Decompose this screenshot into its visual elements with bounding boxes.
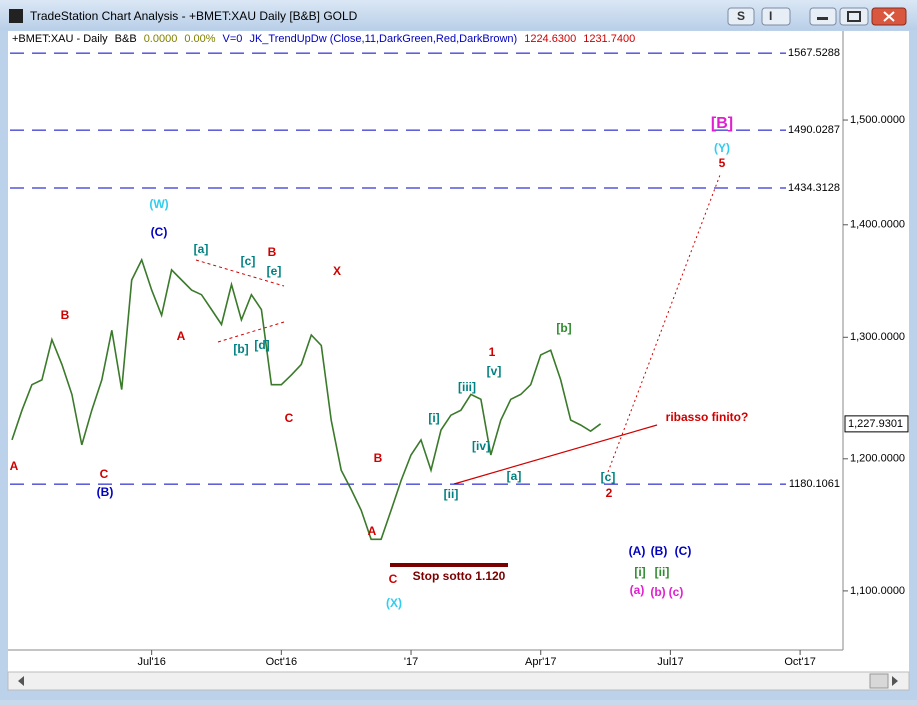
wave-label: [b]: [233, 342, 248, 356]
x-tick-label: Jul17: [657, 656, 683, 668]
wave-label: X: [333, 264, 341, 278]
app-icon: [9, 9, 23, 23]
wave-label: (Y): [714, 141, 730, 155]
level-label-bg: [786, 46, 842, 60]
y-tick-label: 1,300.0000: [850, 331, 905, 343]
header-item: JK_TrendUpDw (Close,11,DarkGreen,Red,Dar…: [249, 33, 517, 45]
wave-label: [v]: [487, 364, 502, 378]
level-label-bg: [786, 123, 842, 137]
level-label: 1434.3128: [788, 182, 840, 194]
wave-label: 2: [606, 486, 613, 500]
wave-label: [a]: [194, 242, 209, 256]
last-price-label: 1,227.9301: [848, 418, 903, 430]
wave-label: ribasso finito?: [666, 410, 749, 424]
wave-label: 5: [719, 156, 726, 170]
wave-label: [c]: [241, 254, 256, 268]
wave-label: [i]: [428, 411, 439, 425]
drawings: [195, 174, 721, 567]
wave-label: 1: [489, 345, 496, 359]
window-title: TradeStation Chart Analysis - +BMET:XAU …: [30, 9, 358, 23]
scroll-thumb[interactable]: [869, 673, 889, 689]
minimize-button[interactable]: [809, 7, 837, 26]
wave-label: [B]: [711, 115, 733, 132]
maximize-button[interactable]: [839, 7, 869, 26]
wave-label: (c): [669, 585, 684, 599]
level-label: 1490.0287: [788, 124, 840, 136]
wave-label: [e]: [267, 264, 282, 278]
wave-label: [b]: [556, 321, 571, 335]
x-tick-label: Oct'17: [784, 656, 815, 668]
wave-label: C: [389, 572, 398, 586]
wave-label: (b): [650, 585, 665, 599]
wave-label: (C): [151, 225, 168, 239]
wave-label: B: [268, 245, 277, 259]
wave-label: (X): [386, 596, 402, 610]
level-label-bg: [786, 181, 842, 195]
y-tick-label: 1,500.0000: [850, 114, 905, 126]
level-label: 1567.5288: [788, 47, 840, 59]
wave-label: [d]: [254, 338, 269, 352]
wave-label: Stop sotto 1.120: [413, 569, 506, 583]
wave-label: A: [177, 329, 186, 343]
wave-label: [ii]: [655, 565, 670, 579]
icon: [847, 11, 861, 22]
wave-label: (B): [651, 544, 668, 558]
x-tick-label: '17: [404, 656, 418, 668]
y-tick-label: 1,100.0000: [850, 585, 905, 597]
x-tick-label: Jul'16: [137, 656, 165, 668]
price-line: [11, 257, 602, 541]
icon: [883, 11, 895, 22]
wave-label: B: [61, 308, 70, 322]
wave-label: (A): [629, 544, 646, 558]
header-item: +BMET:XAU - Daily: [12, 33, 108, 45]
header-item: B&B: [115, 33, 137, 45]
wave-label: C: [285, 411, 294, 425]
insert-button[interactable]: [761, 7, 791, 26]
button-label: S: [737, 9, 745, 23]
y-tick-label: 1,400.0000: [850, 219, 905, 231]
style-button[interactable]: [727, 7, 755, 26]
trend-line: [453, 424, 658, 485]
icon: [817, 17, 828, 20]
x-tick-label: Oct'16: [266, 656, 297, 668]
wave-label: (B): [97, 485, 114, 499]
header-item: V=0: [223, 33, 243, 45]
header-item: 0.00%: [184, 33, 215, 45]
level-label-bg: [786, 477, 842, 491]
wave-label: A: [10, 459, 19, 473]
button-label: I: [769, 9, 772, 23]
header-item: 1224.6300: [524, 33, 576, 45]
wave-label: [iv]: [472, 439, 490, 453]
header-item: 1231.7400: [583, 33, 635, 45]
wave-label: C: [100, 467, 109, 481]
wave-label: (C): [675, 544, 692, 558]
wave-label: B: [374, 451, 383, 465]
wave-label: (a): [630, 583, 645, 597]
scrollbar[interactable]: [7, 671, 910, 691]
wave-label: [a]: [507, 469, 522, 483]
level-label: 1180.1061: [789, 478, 840, 490]
y-tick-label: 1,200.0000: [850, 453, 905, 465]
x-tick-label: Apr'17: [525, 656, 556, 668]
wave-label: A: [368, 524, 377, 538]
last-price-box: [844, 415, 909, 433]
wave-label: [i]: [634, 565, 645, 579]
header-item: 0.0000: [144, 33, 178, 45]
wave-label: (W): [149, 197, 168, 211]
wave-label: [ii]: [444, 487, 459, 501]
wave-label: [c]: [601, 470, 616, 484]
wave-label: [iii]: [458, 380, 476, 394]
